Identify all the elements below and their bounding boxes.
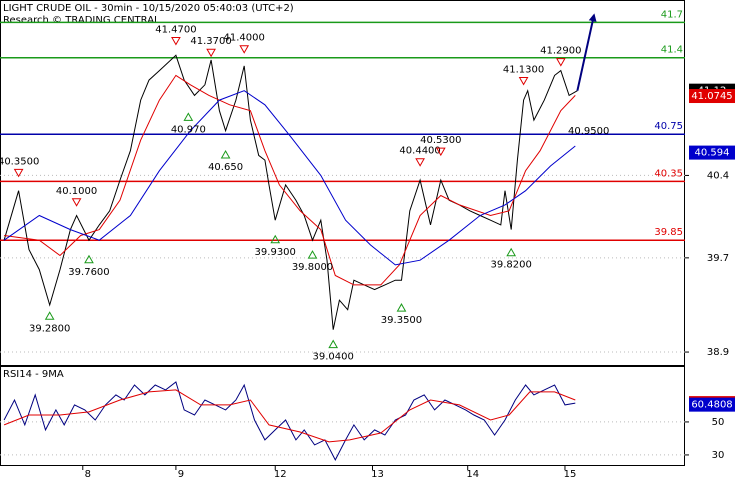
x-tick-label: 9 [178,469,184,480]
chart-title: LIGHT CRUDE OIL - 30min - 10/15/2020 05:… [3,3,294,14]
swing-high-label: 40.4400 [399,146,440,157]
swing-low-marker [506,247,517,257]
level-label: 39.85 [654,227,683,238]
price-tag [689,145,735,160]
swing-high-marker [171,36,181,46]
swing-low-marker [328,339,339,349]
swing-high-marker [518,76,529,86]
swing-high-marker [435,147,446,157]
level-label: 40.75 [654,121,683,132]
price-tag [689,397,735,412]
swing-low-label: 40.970 [171,124,206,135]
level-label: 41.7 [661,9,683,20]
swing-low-label: 39.3500 [381,315,422,326]
swing-high-marker [206,48,216,58]
price-panel-frame [0,0,685,366]
chart-subtitle: Research © TRADING CENTRAL [3,15,160,26]
swing-high-marker [71,198,82,207]
swing-low-marker [183,112,194,121]
swing-high-label: 41.1300 [503,64,544,75]
series-line [3,54,578,330]
y-tick-label: 39.7 [707,253,729,264]
swing-low-label: 39.2800 [29,323,70,334]
x-tick-label: 15 [564,469,577,480]
swing-low-marker [307,250,318,259]
y-tick-label: 50 [712,417,725,428]
level-note: 40.9500 [568,126,609,137]
y-tick-label: 38.9 [707,347,729,358]
swing-low-label: 39.8200 [490,260,531,271]
swing-high-label: 40.1000 [56,186,97,197]
projection-arrow [576,13,597,91]
swing-high-marker [415,158,425,167]
swing-low-label: 40.650 [208,162,243,173]
level-label: 41.4 [661,45,683,56]
swing-high-marker [239,45,250,54]
swing-low-marker [220,149,231,159]
swing-high-label: 40.5300 [420,135,461,146]
swing-high-marker [555,58,566,67]
series-line [4,74,576,286]
price-tag [689,89,735,104]
rsi-panel-frame [0,366,685,466]
swing-low-marker [270,234,281,244]
x-tick-label: 12 [274,469,287,480]
swing-low-marker [84,254,94,264]
swing-low-marker [44,311,55,320]
swing-high-label: 41.3700 [190,36,231,47]
swing-high-label: 41.2900 [540,46,581,57]
swing-low-marker [396,303,407,312]
price-tag-label: 41.0745 [691,91,732,102]
swing-high-marker [13,168,24,178]
swing-high-label: 41.4000 [224,33,265,44]
swing-low-label: 39.0400 [313,352,354,363]
swing-high-label: 40.3500 [0,156,39,167]
rsi-title: RSI14 - 9MA [3,369,64,380]
swing-low-label: 39.9300 [255,247,296,258]
swing-high-label: 41.4700 [155,24,196,35]
y-tick-label: 30 [712,450,725,461]
x-tick-label: 14 [466,469,479,480]
series-line [3,90,576,266]
swing-low-label: 39.7600 [68,267,109,278]
series-line [3,389,576,443]
price-tag-label: 40.594 [695,148,730,159]
x-tick-label: 8 [85,469,91,480]
level-label: 40.35 [654,168,683,179]
swing-low-label: 39.8000 [292,262,333,273]
price-tag-label: 60.4808 [691,400,732,411]
x-tick-label: 13 [371,469,384,480]
y-tick-label: 40.4 [707,170,729,181]
